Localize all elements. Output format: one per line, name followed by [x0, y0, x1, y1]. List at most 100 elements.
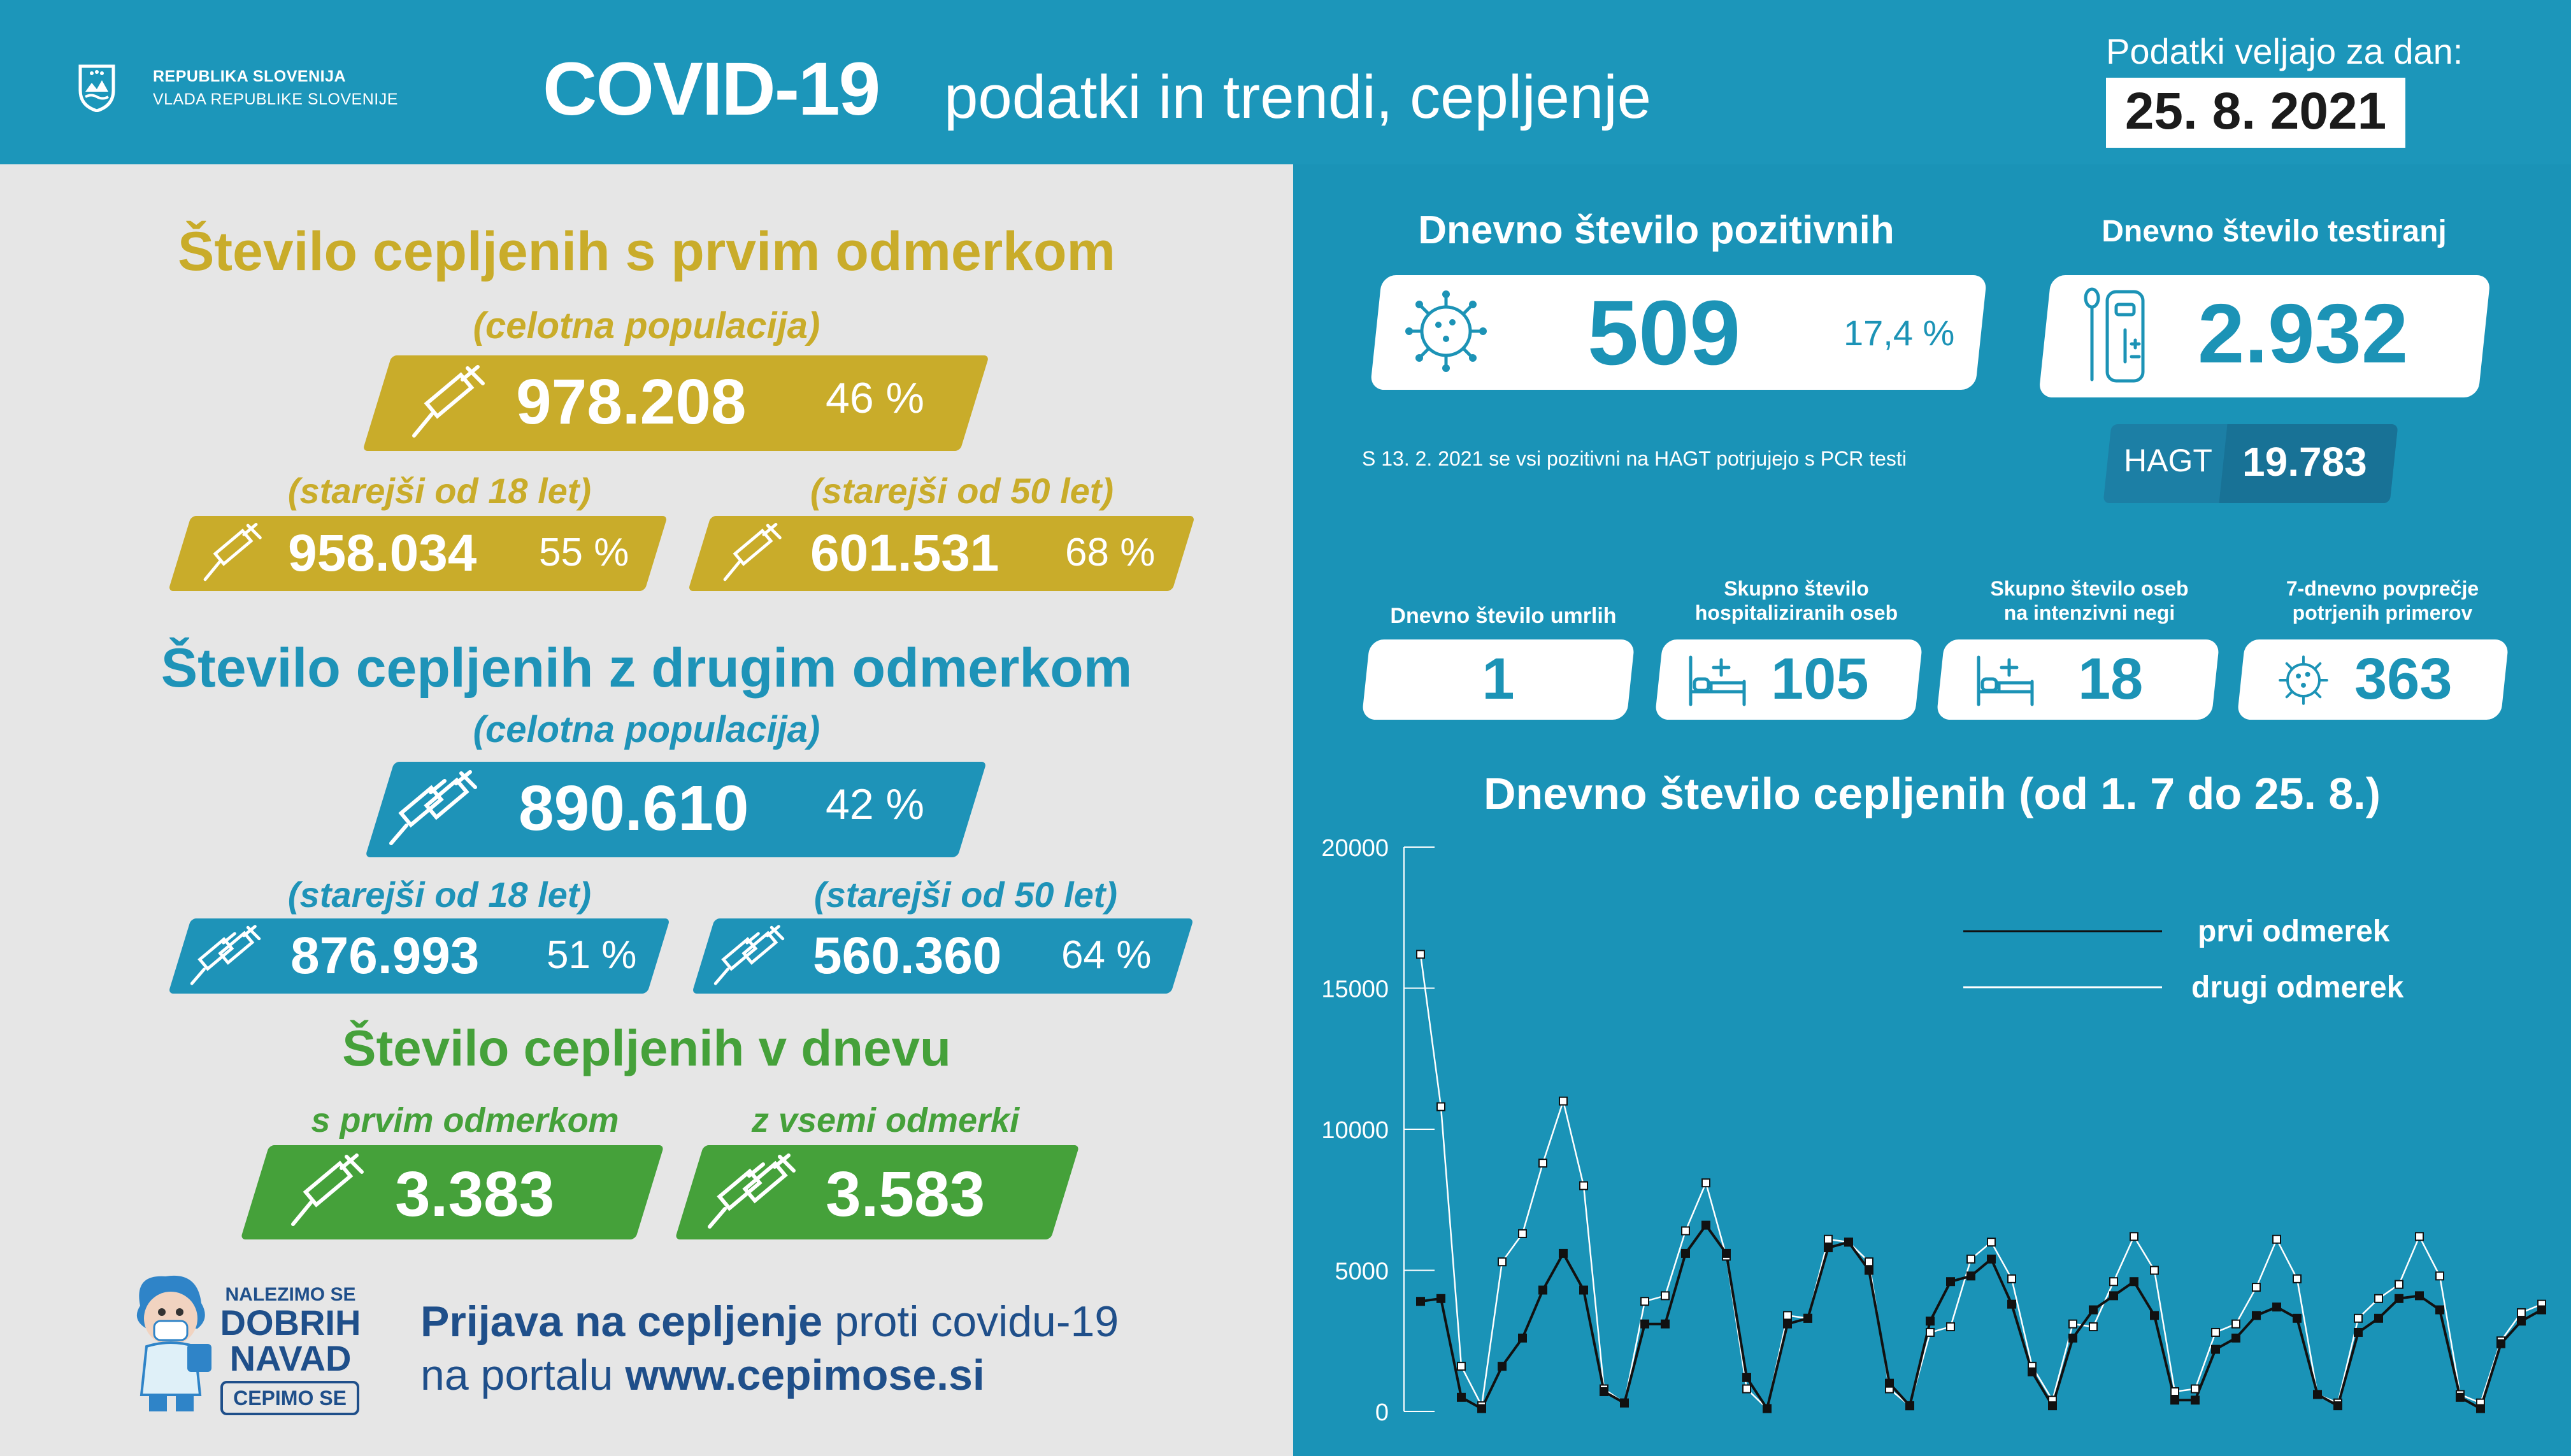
- date-box: [2106, 78, 2405, 148]
- data-point-first-dose: [2028, 1367, 2037, 1376]
- avg-label-1: 7-dnevno povprečje: [2286, 577, 2479, 600]
- double-syringe-icon: [190, 925, 261, 985]
- data-point-second-dose: [1824, 1234, 1833, 1244]
- promo-url-link[interactable]: www.cepimose.si: [625, 1351, 985, 1399]
- badge-tag: CEPIMO SE: [220, 1381, 359, 1415]
- daily-vaccinated-heading: Število cepljenih v dnevu: [342, 1020, 951, 1076]
- data-point-first-dose: [1987, 1254, 1996, 1264]
- data-point-second-dose: [1518, 1229, 1527, 1238]
- tests-label: Dnevno število testiranj: [2102, 215, 2447, 248]
- promo-against-covid: proti covidu-19: [834, 1297, 1119, 1346]
- avg-label-2: potrjenih primerov: [2292, 601, 2473, 624]
- y-tick-label: 0: [1375, 1399, 1389, 1426]
- first-dose-total-pct: 46 %: [826, 374, 924, 422]
- data-point-second-dose: [1701, 1178, 1710, 1188]
- data-point-first-dose: [1640, 1319, 1649, 1329]
- data-point-first-dose: [2252, 1311, 2261, 1320]
- data-point-second-dose: [2395, 1280, 2403, 1289]
- data-point-second-dose: [2089, 1322, 2098, 1332]
- data-point-first-dose: [1559, 1248, 1568, 1258]
- first-dose-18-pct: 55 %: [539, 531, 629, 575]
- icu-value: 18: [2078, 646, 2144, 711]
- data-point-first-dose: [1722, 1248, 1731, 1258]
- daily-first-value: 3.383: [395, 1159, 555, 1230]
- series-points: [1416, 950, 2546, 1413]
- hospitalised-label-1: Skupno število: [1724, 577, 1869, 600]
- second-dose-18: 876.993: [290, 927, 480, 985]
- data-point-first-dose: [2395, 1294, 2403, 1303]
- data-point-first-dose: [2068, 1333, 2077, 1343]
- data-point-first-dose: [1763, 1404, 1772, 1413]
- data-point-first-dose: [2048, 1401, 2057, 1411]
- data-point-first-dose: [2150, 1311, 2159, 1320]
- legend-label: prvi odmerek: [2198, 915, 2390, 948]
- y-tick-label: 10000: [1321, 1117, 1389, 1144]
- data-point-first-dose: [2354, 1327, 2363, 1337]
- data-point-second-dose: [2231, 1319, 2240, 1329]
- syringe-icon: [723, 523, 782, 582]
- data-point-second-dose: [1926, 1327, 1935, 1337]
- data-point-second-dose: [2272, 1234, 2281, 1244]
- syringe-icon: [291, 1153, 364, 1226]
- data-point-second-dose: [1966, 1254, 1975, 1264]
- second-dose-heading: Število cepljenih z drugim odmerkom: [161, 638, 1133, 699]
- test-kit-icon: [2084, 287, 2145, 383]
- data-point-first-dose: [1416, 1297, 1425, 1306]
- data-point-second-dose: [2170, 1387, 2179, 1396]
- data-point-first-dose: [1661, 1319, 1670, 1329]
- data-point-first-dose: [2089, 1305, 2098, 1315]
- data-point-second-dose: [1865, 1257, 1873, 1267]
- data-point-second-dose: [1416, 950, 1425, 959]
- data-point-first-dose: [2517, 1317, 2526, 1326]
- legend-label: drugi odmerek: [2191, 971, 2404, 1004]
- data-point-second-dose: [2007, 1274, 2016, 1283]
- avg-value: 363: [2354, 646, 2453, 711]
- data-point-first-dose: [2007, 1299, 2016, 1309]
- hagt-value: 19.783: [2242, 439, 2367, 485]
- first-dose-50-label: (starejši od 50 let): [810, 471, 1114, 511]
- first-dose-total: 978.208: [516, 366, 747, 438]
- data-point-first-dose: [2293, 1313, 2302, 1323]
- second-dose-50-pct: 64 %: [1061, 933, 1152, 977]
- data-point-second-dose: [1457, 1362, 1466, 1371]
- daily-all-value: 3.583: [826, 1159, 985, 1230]
- first-dose-50-pct: 68 %: [1065, 531, 1156, 575]
- data-point-first-dose: [1600, 1387, 1608, 1396]
- series-line-second-dose: [1419, 954, 2542, 1411]
- positives-label: Dnevno število pozitivnih: [1418, 208, 1894, 252]
- page-subtitle: podatki in trendi, cepljenje: [944, 63, 1652, 131]
- icu-label-1: Skupno število oseb: [1990, 577, 2189, 600]
- data-point-second-dose: [2109, 1277, 2118, 1287]
- data-point-first-dose: [1538, 1285, 1547, 1295]
- hospital-bed-icon: [1689, 655, 1746, 706]
- data-point-first-dose: [1865, 1266, 1873, 1275]
- data-point-second-dose: [1538, 1159, 1547, 1168]
- y-tick-label: 20000: [1321, 835, 1389, 862]
- data-point-first-dose: [2374, 1313, 2383, 1323]
- deaths-label: Dnevno število umrlih: [1390, 604, 1617, 628]
- y-tick-label: 15000: [1321, 976, 1389, 1003]
- promo-line-2: na portalu www.cepimose.si: [420, 1350, 985, 1400]
- hospitalised-value: 105: [1771, 646, 1869, 711]
- data-point-first-dose: [1926, 1317, 1935, 1326]
- second-dose-population-label: (celotna populacija): [473, 709, 820, 750]
- date-caption: Podatki veljajo za dan:: [2106, 31, 2463, 71]
- report-date: 25. 8. 2021: [2124, 82, 2387, 140]
- data-point-second-dose: [2517, 1308, 2526, 1317]
- promo-registration: Prijava na cepljenje: [420, 1297, 823, 1346]
- data-point-second-dose: [1681, 1226, 1690, 1236]
- mascot-icon: [136, 1275, 211, 1411]
- data-point-second-dose: [2150, 1266, 2159, 1275]
- data-point-second-dose: [1661, 1291, 1670, 1301]
- second-dose-18-label: (starejši od 18 let): [287, 874, 592, 915]
- data-point-first-dose: [1457, 1392, 1466, 1402]
- data-point-first-dose: [2231, 1333, 2240, 1343]
- data-point-first-dose: [1436, 1294, 1445, 1303]
- y-tick-label: 5000: [1335, 1259, 1389, 1285]
- second-dose-50-label: (starejši od 50 let): [813, 874, 1118, 915]
- double-syringe-icon: [713, 925, 785, 985]
- data-point-first-dose: [2333, 1401, 2342, 1411]
- syringe-icon: [412, 365, 485, 438]
- syringe-icon: [203, 523, 262, 582]
- second-dose-18-pct: 51 %: [547, 933, 637, 977]
